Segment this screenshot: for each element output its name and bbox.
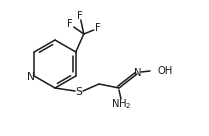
Text: N: N [27,72,35,81]
Text: S: S [76,87,82,97]
Text: N: N [134,68,142,78]
Text: F: F [77,11,83,21]
Text: OH: OH [157,66,172,76]
Text: F: F [67,19,73,29]
Text: F: F [95,23,101,33]
Text: NH$_2$: NH$_2$ [111,97,131,111]
